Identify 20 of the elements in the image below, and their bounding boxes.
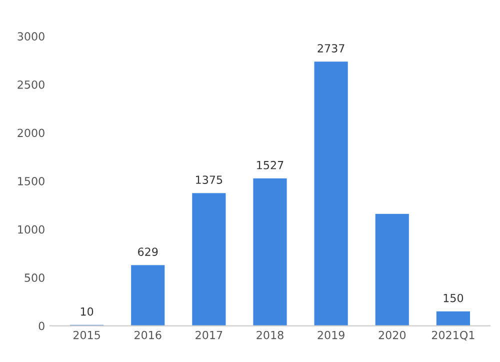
- x-tick-label: 2018: [256, 330, 284, 340]
- data-label: 10: [80, 307, 94, 316]
- y-tick-label: 2500: [18, 80, 44, 89]
- x-tick-label: 2015: [73, 330, 100, 340]
- y-tick-label: 1000: [18, 225, 44, 234]
- x-tick-label: 2020: [378, 330, 406, 340]
- data-label: 1527: [257, 160, 284, 170]
- y-tick-label: 0: [38, 322, 44, 330]
- data-label: 150: [444, 294, 464, 302]
- y-tick-label: 500: [24, 274, 44, 282]
- y-tick-label: 2000: [18, 128, 44, 138]
- y-tick-label: 3000: [18, 32, 44, 41]
- x-tick-label: 2017: [196, 330, 222, 340]
- data-label: 2737: [318, 44, 344, 52]
- data-label: 1375: [196, 176, 222, 184]
- y-tick-label: 1500: [18, 176, 44, 186]
- data-label: 629: [138, 248, 158, 256]
- x-tick-label: 2021Q1: [432, 330, 474, 341]
- x-tick-label: 2019: [318, 330, 344, 340]
- x-tick-label: 2016: [134, 330, 162, 340]
